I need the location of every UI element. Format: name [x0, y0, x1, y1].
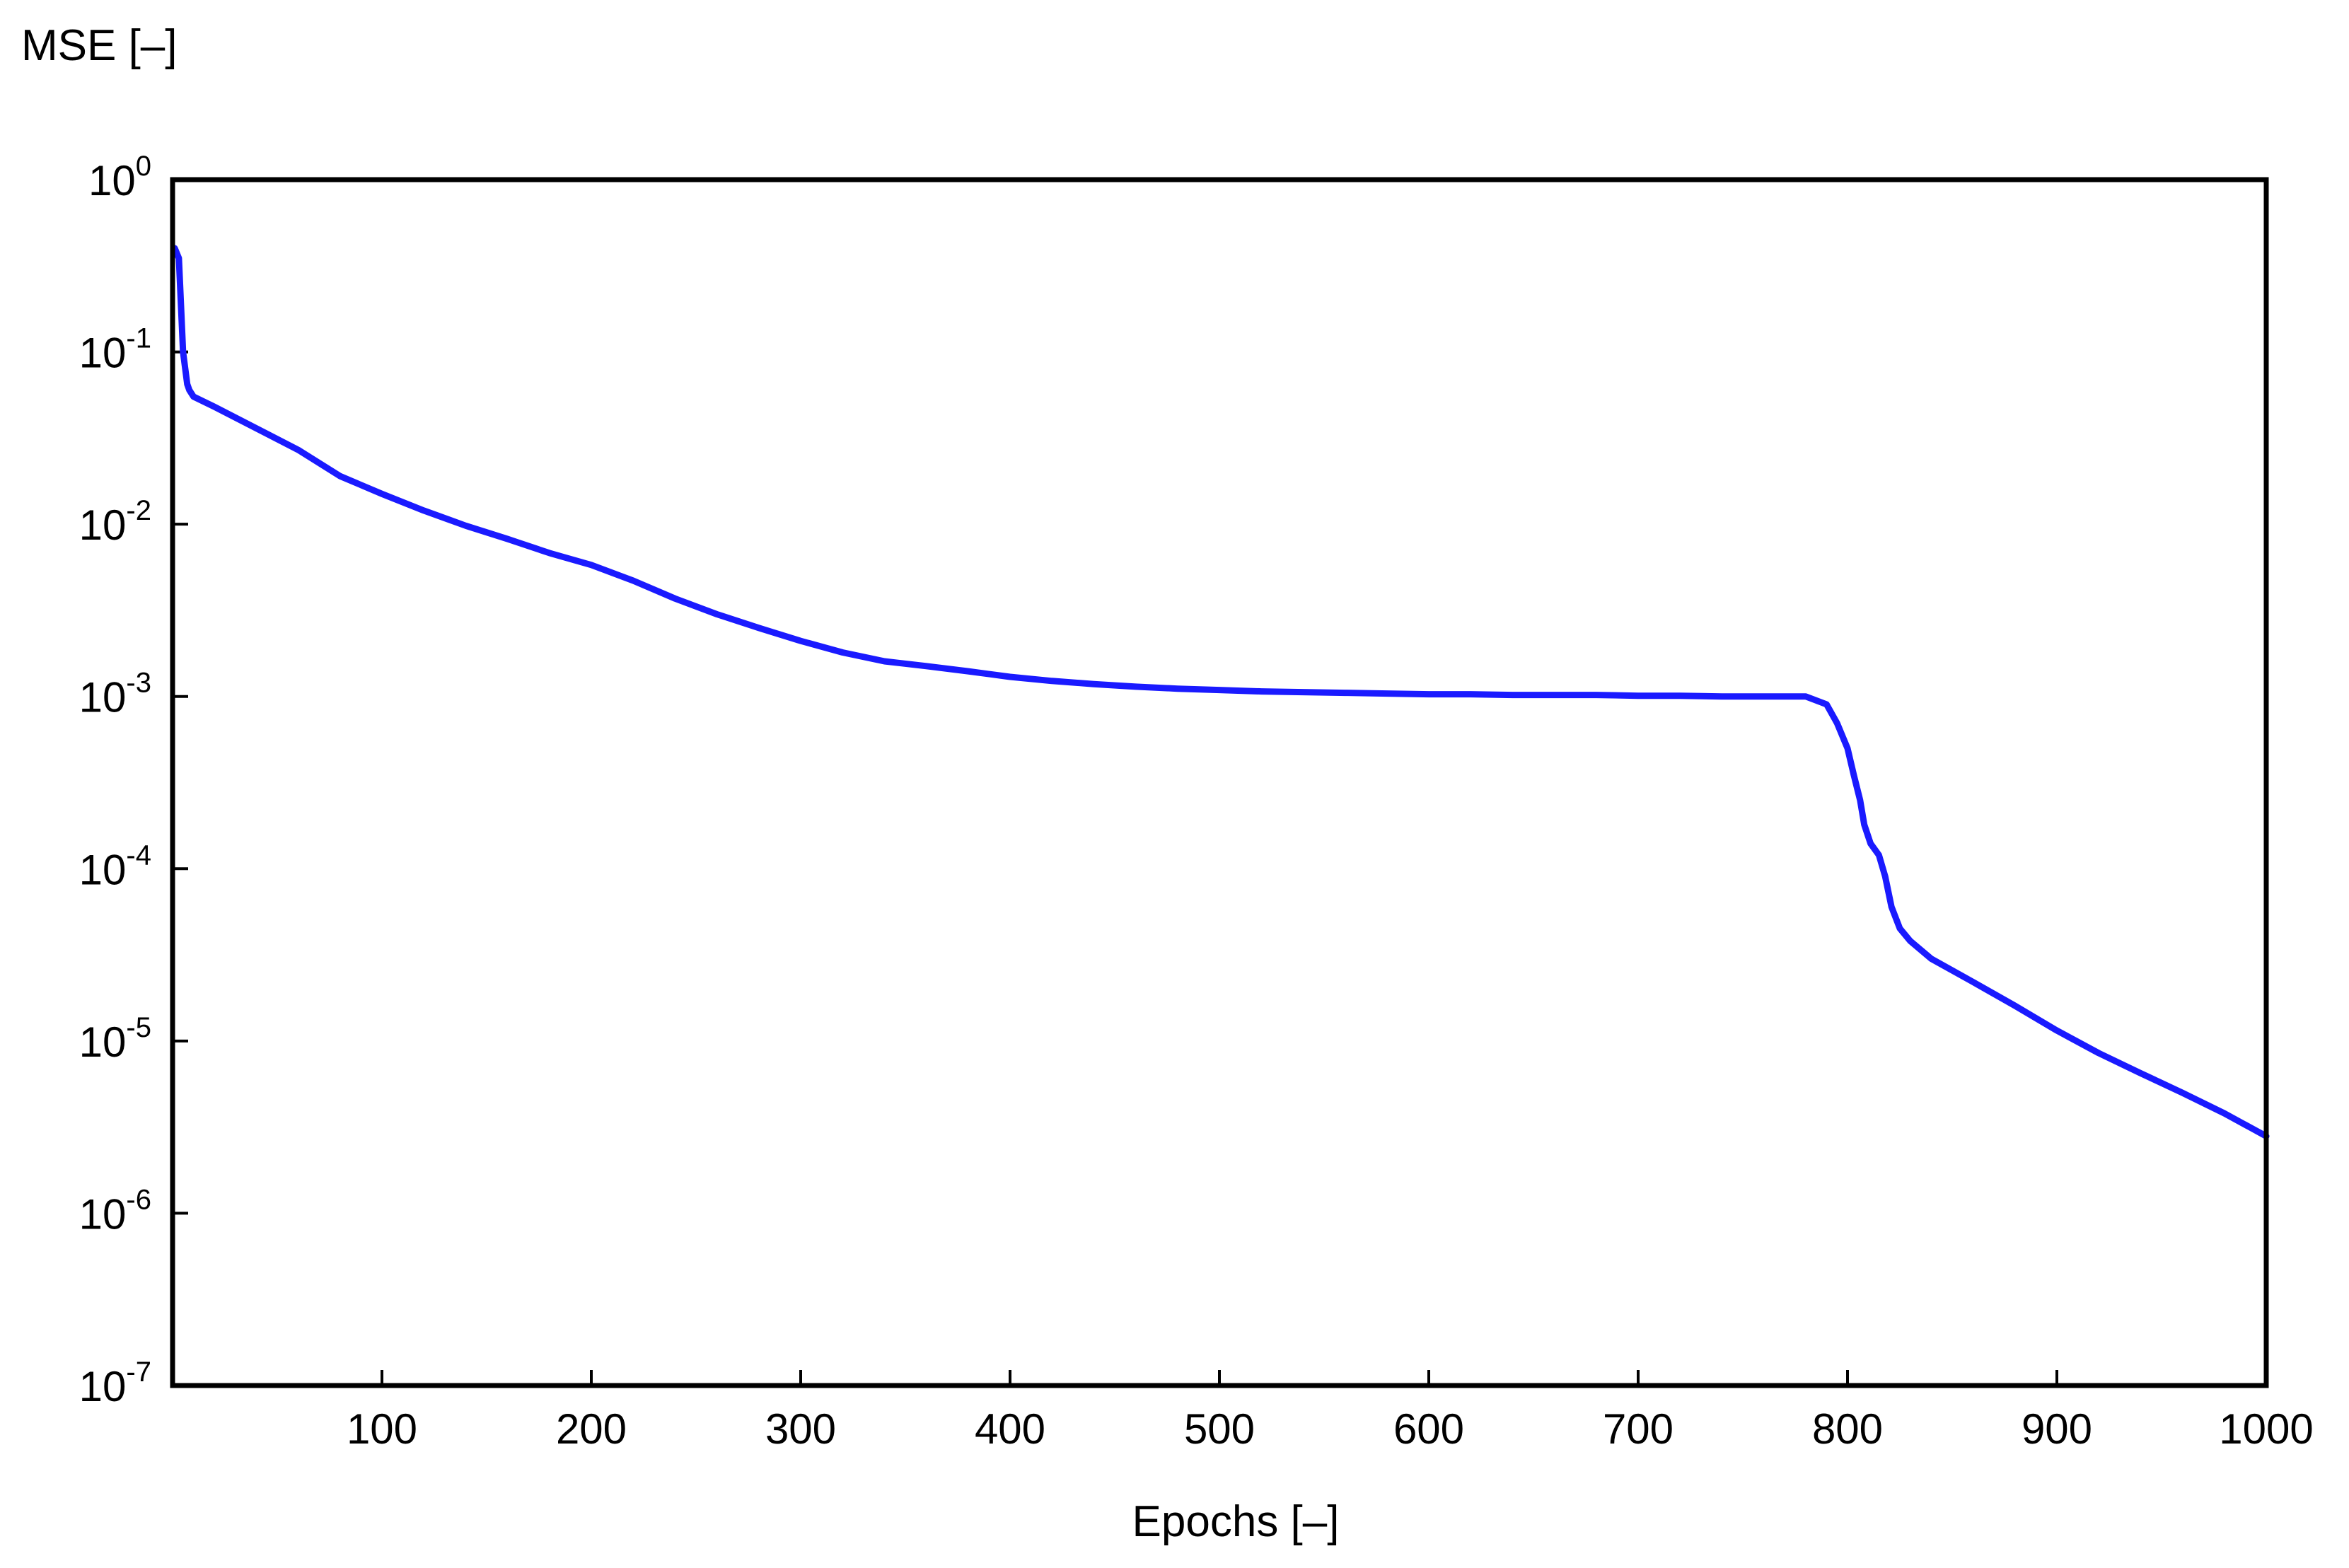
- x-tick-label: 900: [2022, 1405, 2092, 1453]
- y-tick-label: 10-6: [79, 1184, 151, 1238]
- y-tick-label: 100: [88, 151, 151, 204]
- x-tick-label: 200: [556, 1405, 627, 1453]
- x-axis-ticks: 100 200 300 400 500 600 700 800 900 1000: [347, 1370, 2314, 1453]
- y-tick-label: 10-1: [79, 323, 151, 377]
- x-tick-label: 1000: [2219, 1405, 2313, 1453]
- y-axis-title: MSE [–]: [21, 21, 178, 70]
- y-tick-label: 10-4: [79, 840, 151, 893]
- mse-series-line: [171, 245, 2270, 1139]
- x-tick-label: 700: [1603, 1405, 1674, 1453]
- x-tick-label: 400: [975, 1405, 1045, 1453]
- y-tick-label: 10-2: [79, 495, 151, 549]
- y-tick-label: 10-3: [79, 668, 151, 721]
- x-tick-label: 100: [347, 1405, 417, 1453]
- x-tick-label: 800: [1812, 1405, 1883, 1453]
- y-tick-label: 10-5: [79, 1012, 151, 1066]
- x-tick-label: 500: [1184, 1405, 1255, 1453]
- y-axis-ticks: 100 10-1 10-2 10-3 10-4 10-5 10-6 10-7: [79, 151, 188, 1410]
- plot-area-frame: [170, 177, 2269, 1388]
- x-tick-label: 300: [765, 1405, 836, 1453]
- y-tick-label: 10-7: [79, 1357, 151, 1410]
- x-tick-label: 600: [1393, 1405, 1464, 1453]
- x-axis-title: Epochs [–]: [1132, 1497, 1340, 1546]
